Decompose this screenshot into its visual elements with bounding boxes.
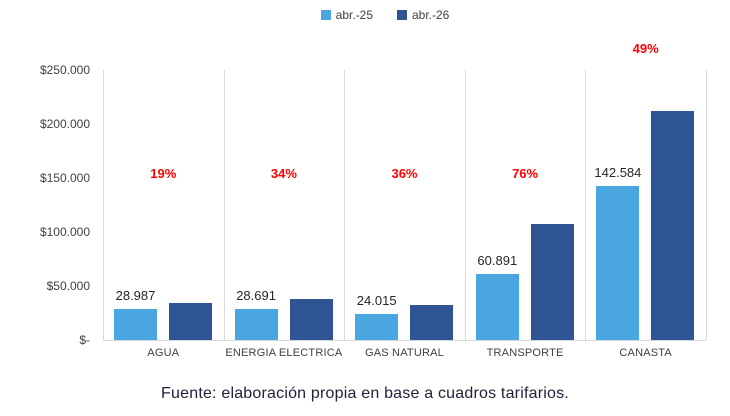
y-axis-tick-label: $50.000 (46, 279, 90, 293)
legend-label: abr.-25 (335, 8, 373, 22)
bar-abr-25-transporte (475, 274, 519, 340)
value-label-energia-electrica: 28.691 (236, 288, 276, 303)
percent-label-gas-natural: 36% (391, 166, 418, 181)
chart-legend: abr.-25 abr.-26 (20, 8, 730, 22)
y-axis-tick-label: $- (79, 333, 90, 347)
value-label-agua: 28.987 (115, 287, 156, 303)
y-axis-tick-label: $200.000 (39, 117, 90, 131)
percent-label-agua: 19% (150, 166, 177, 181)
bar-abr-26-transporte (530, 224, 574, 340)
bar-abr-25-energia-electrica (234, 309, 278, 340)
percent-label-canasta: 49% (632, 41, 659, 56)
bar-abr-26-canasta (651, 110, 695, 340)
y-axis-tick-label: $150.000 (39, 171, 90, 185)
legend-swatch-abr-26-icon (397, 10, 407, 20)
y-axis-tick-label: $100.000 (39, 225, 90, 239)
source-note: Fuente: elaboración propia en base a cua… (161, 385, 569, 402)
bar-abr-26-gas-natural (410, 304, 454, 340)
bar-abr-25-canasta (596, 186, 640, 340)
y-axis-tick-label: $250.000 (39, 63, 90, 77)
gridline-vertical (464, 70, 466, 340)
category-label-gas-natural: GAS NATURAL (364, 347, 444, 359)
value-label-transporte: 60.891 (477, 253, 518, 269)
bar-abr-25-agua (114, 308, 157, 340)
bar-abr-26-agua (169, 302, 212, 340)
legend-item-abr-25: abr.-25 (320, 8, 373, 22)
category-label-energia-electrica: ENERGIA ELECTRICA (225, 347, 343, 359)
legend-item-abr-26: abr.-26 (397, 8, 449, 22)
category-label-canasta: CANASTA (619, 347, 672, 359)
percent-label-transporte: 76% (512, 166, 539, 181)
percent-label-energia-electrica: 34% (270, 166, 297, 181)
value-label-canasta: 142.584 (594, 165, 642, 180)
bar-abr-25-gas-natural (355, 314, 399, 340)
gridline-vertical (223, 70, 225, 340)
legend-label: abr.-26 (412, 8, 450, 22)
gridline-vertical (585, 70, 587, 340)
gridline-vertical (344, 70, 346, 340)
category-label-agua: AGUA (147, 347, 180, 359)
gridline-vertical (103, 70, 104, 340)
bar-abr-26-energia-electrica (289, 298, 333, 340)
category-label-transporte: TRANSPORTE (486, 347, 564, 359)
legend-swatch-abr-25-icon (320, 10, 331, 20)
value-label-gas-natural: 24.015 (356, 293, 397, 309)
gridline-vertical (706, 70, 707, 340)
x-axis-line (103, 340, 706, 341)
